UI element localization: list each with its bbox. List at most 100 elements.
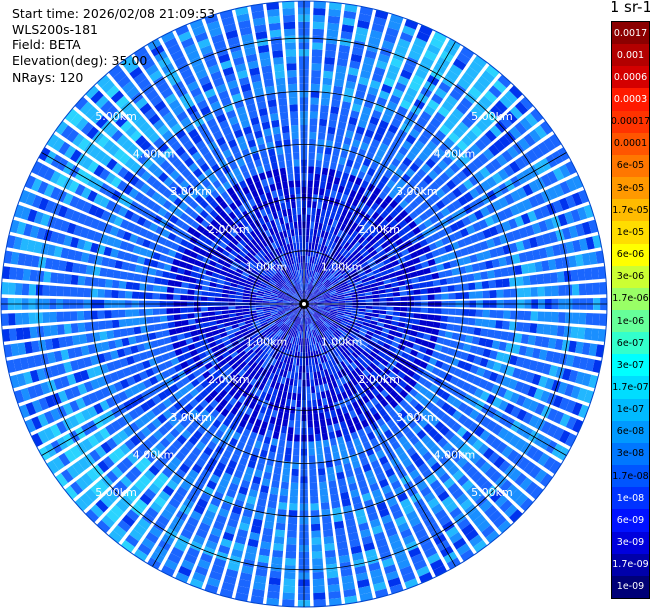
gate-cell	[298, 291, 302, 298]
gate-cell	[259, 342, 266, 349]
gate-cell	[277, 411, 284, 419]
gate-cell	[401, 173, 411, 183]
gate-cell	[361, 535, 373, 545]
gate-cell	[69, 195, 80, 208]
gate-cell	[429, 383, 439, 393]
gate-cell	[260, 485, 270, 494]
gate-cell	[444, 430, 456, 441]
gate-cell	[358, 413, 366, 422]
gate-cell	[251, 410, 259, 419]
gate-cell	[206, 336, 215, 343]
gate-cell	[525, 371, 535, 384]
gate-cell	[387, 435, 397, 445]
gate-cell	[325, 210, 331, 218]
gate-cell	[319, 384, 325, 392]
gate-cell	[312, 330, 316, 337]
gate-cell	[344, 397, 351, 406]
gate-cell	[447, 113, 460, 126]
gate-cell	[214, 205, 223, 214]
gate-cell	[466, 353, 476, 363]
gate-cell	[421, 56, 434, 68]
gate-cell	[394, 168, 404, 178]
gate-cell	[591, 328, 600, 341]
gate-cell	[306, 338, 310, 346]
gate-cell	[437, 106, 450, 118]
gate-cell	[315, 292, 322, 297]
gate-cell	[568, 255, 577, 268]
gate-cell	[305, 317, 308, 325]
gate-cell	[488, 509, 502, 523]
gate-cell	[491, 340, 501, 350]
gate-cell	[452, 126, 465, 139]
gate-cell	[286, 544, 297, 552]
gate-cell	[284, 296, 292, 300]
gate-cell	[133, 273, 142, 282]
gate-cell	[358, 227, 367, 236]
gate-cell	[235, 173, 244, 183]
gate-cell	[324, 304, 332, 306]
gate-cell	[184, 474, 195, 486]
gate-cell	[565, 178, 577, 192]
gate-cell	[103, 351, 113, 362]
gate-cell	[307, 324, 311, 332]
gate-cell	[291, 279, 295, 286]
gate-cell	[170, 335, 179, 343]
gate-cell	[383, 169, 393, 179]
gate-cell	[327, 203, 333, 212]
gate-cell	[276, 263, 283, 270]
gate-cell	[274, 248, 280, 256]
gate-cell	[195, 69, 208, 80]
gate-cell	[228, 294, 236, 299]
gate-cell	[251, 189, 259, 198]
gate-cell	[270, 342, 277, 350]
gate-cell	[228, 482, 239, 492]
gate-cell	[372, 333, 381, 340]
gate-cell	[457, 360, 466, 369]
gate-cell	[355, 407, 363, 416]
gate-cell	[196, 224, 206, 234]
gate-cell	[304, 276, 306, 284]
gate-cell	[44, 395, 56, 408]
gate-cell	[270, 219, 276, 228]
gate-cell	[509, 277, 517, 287]
gate-cell	[413, 184, 424, 195]
gate-cell	[257, 554, 270, 564]
gate-cell	[269, 297, 277, 301]
gate-cell	[406, 341, 415, 349]
gate-cell	[374, 272, 382, 279]
gate-cell	[348, 532, 359, 541]
gate-cell	[412, 226, 421, 235]
gate-cell	[267, 500, 277, 509]
gate-cell	[476, 231, 486, 241]
gate-cell	[310, 307, 317, 311]
gate-cell	[577, 327, 586, 340]
gate-cell	[459, 443, 471, 455]
gate-cell	[267, 386, 274, 395]
gate-cell	[308, 309, 314, 315]
gate-cell	[213, 557, 227, 568]
gate-cell	[346, 389, 353, 397]
gate-cell	[37, 339, 47, 352]
gate-cell	[385, 70, 398, 81]
gate-cell	[298, 345, 301, 352]
gate-cell	[270, 258, 277, 266]
gate-cell	[237, 284, 245, 290]
gate-cell	[332, 380, 338, 389]
gate-cell	[130, 345, 139, 354]
gate-cell	[316, 309, 323, 313]
gate-cell	[376, 340, 385, 347]
gate-cell	[361, 106, 372, 116]
gate-cell	[305, 276, 308, 284]
gate-cell	[322, 397, 328, 406]
gate-cell	[169, 215, 179, 225]
gate-cell	[168, 192, 178, 203]
gate-cell	[334, 520, 345, 530]
gate-cell	[320, 259, 325, 267]
gate-cell	[37, 430, 49, 444]
gate-cell	[488, 85, 502, 99]
gate-cell	[555, 366, 565, 379]
gate-cell	[338, 325, 345, 332]
gate-cell	[499, 95, 513, 109]
gate-cell	[284, 308, 291, 311]
gate-cell	[473, 55, 488, 68]
